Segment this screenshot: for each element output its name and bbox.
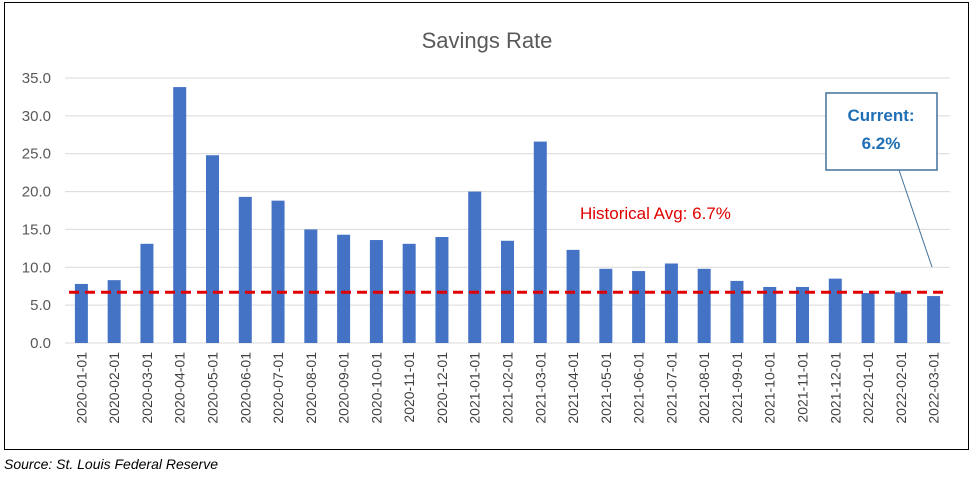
- x-tick-label: 2020-10-01: [368, 352, 384, 424]
- bar-2021-01-01: [468, 191, 482, 343]
- bar-2020-05-01: [206, 155, 219, 343]
- x-tick-label: 2022-01-01: [860, 352, 876, 424]
- x-tick-label: 2021-01-01: [467, 352, 483, 424]
- y-tick-label: 15.0: [22, 221, 51, 238]
- bar-2020-04-01: [173, 87, 187, 343]
- x-axis-ticks: 2020-01-01 2020-02-01 2020-03-01 2020-04-01…: [73, 352, 941, 424]
- x-tick-label: 2020-09-01: [336, 352, 352, 424]
- x-tick-label: 2020-01-01: [73, 352, 89, 424]
- x-tick-label: 2021-04-01: [565, 352, 581, 424]
- bar-2020-09-01: [337, 234, 351, 343]
- historical-avg-label: Historical Avg: 6.7%: [580, 204, 731, 223]
- y-tick-label: 0.0: [30, 335, 51, 352]
- y-tick-label: 25.0: [22, 146, 51, 163]
- x-tick-label: 2020-03-01: [139, 352, 155, 424]
- y-tick-label: 20.0: [22, 184, 51, 201]
- x-tick-label: 2020-12-01: [434, 352, 450, 424]
- bar-2020-07-01: [271, 200, 285, 343]
- x-tick-label: 2022-02-01: [893, 352, 909, 424]
- y-tick-label: 35.0: [22, 70, 51, 87]
- x-tick-label: 2021-11-01: [795, 352, 811, 423]
- x-tick-label: 2021-10-01: [762, 352, 778, 424]
- chart-frame: Savings Rate 0.0 5.0 10.0 15.0 20.0 25.0 30.0 3…: [4, 2, 969, 450]
- y-axis-ticks: 0.0 5.0 10.0 15.0 20.0 25.0 30.0 35.0: [22, 70, 51, 352]
- callout-label: Current:: [847, 106, 914, 125]
- callout-leader-line: [898, 169, 933, 268]
- savings-rate-chart: Savings Rate 0.0 5.0 10.0 15.0 20.0 25.0 30.0 3…: [22, 28, 950, 424]
- bar-2020-06-01: [238, 196, 252, 343]
- x-tick-label: 2020-02-01: [106, 352, 122, 424]
- bar-2020-01-01: [74, 283, 88, 343]
- bar-2021-07-01: [664, 263, 678, 343]
- bar-2020-12-01: [435, 237, 449, 343]
- bar-2021-09-01: [730, 280, 744, 343]
- bar-2021-12-01: [828, 278, 842, 343]
- x-tick-label: 2021-09-01: [729, 352, 745, 424]
- x-tick-label: 2021-08-01: [696, 352, 712, 424]
- x-tick-label: 2020-08-01: [303, 352, 319, 424]
- x-tick-label: 2020-07-01: [270, 352, 286, 424]
- x-tick-label: 2021-07-01: [663, 352, 679, 424]
- bar-2021-06-01: [632, 271, 646, 343]
- bar-2020-03-01: [140, 243, 154, 343]
- x-tick-label: 2021-02-01: [500, 352, 516, 424]
- source-note: Source: St. Louis Federal Reserve: [4, 456, 218, 472]
- bar-2021-03-01: [533, 141, 547, 343]
- bar-2022-03-01: [927, 296, 941, 343]
- bar-2020-08-01: [304, 229, 318, 343]
- bar-2021-08-01: [697, 268, 711, 343]
- chart-title: Savings Rate: [422, 28, 553, 53]
- x-tick-label: 2020-06-01: [237, 352, 253, 424]
- bars: [74, 87, 941, 343]
- x-tick-label: 2020-04-01: [172, 352, 188, 424]
- bar-2021-11-01: [796, 286, 809, 343]
- bar-2020-02-01: [107, 280, 121, 343]
- x-tick-label: 2021-05-01: [598, 352, 614, 424]
- callout-value: 6.2%: [862, 134, 901, 153]
- y-tick-label: 10.0: [22, 259, 51, 276]
- y-tick-label: 30.0: [22, 108, 51, 125]
- y-tick-label: 5.0: [30, 297, 51, 314]
- x-tick-label: 2020-05-01: [205, 352, 221, 424]
- bar-2022-02-01: [894, 292, 908, 343]
- bar-2022-01-01: [861, 293, 875, 343]
- x-tick-label: 2020-11-01: [401, 352, 417, 423]
- x-tick-label: 2021-12-01: [827, 352, 843, 424]
- x-tick-label: 2021-06-01: [631, 352, 647, 424]
- x-tick-label: 2021-03-01: [532, 352, 548, 424]
- x-tick-label: 2022-03-01: [926, 352, 942, 424]
- current-value-callout: [825, 92, 938, 171]
- bar-2021-10-01: [763, 286, 777, 343]
- bar-2021-04-01: [566, 249, 580, 343]
- bar-2021-05-01: [599, 268, 613, 343]
